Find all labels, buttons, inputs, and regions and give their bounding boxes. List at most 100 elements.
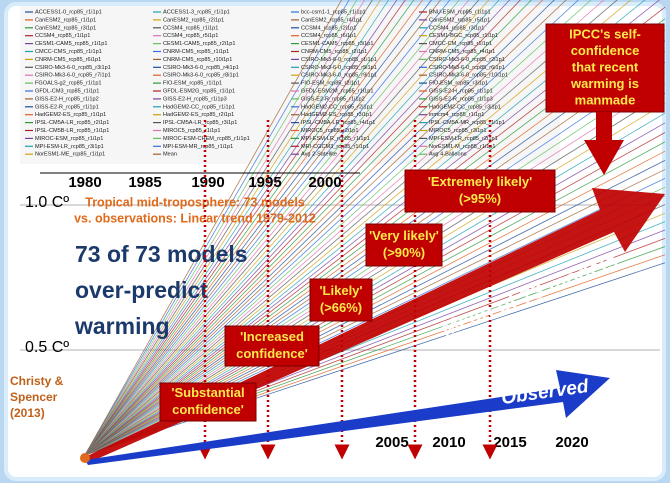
legend-entry: CNRM-CM5_rcp85_r4i1p1 (429, 49, 495, 55)
confidence-text: (>66%) (320, 300, 362, 315)
confidence-box (159, 382, 257, 422)
legend-entry: CanESM2_rcp85_r5i1p1 (429, 17, 490, 23)
legend-entry: CanESM2_rcp85_r1i1p1 (35, 17, 96, 23)
model-line (84, 0, 424, 456)
legend-entry: GISS-E2-R_rcp85_r1i1p3 (429, 96, 493, 102)
legend-entry: CSIRO-Mk3-6-0_rcp85_r5i1p1 (301, 65, 377, 71)
model-line (84, 0, 544, 456)
legend-entry: CSIRO-Mk3-6-0_rcp85_r1i1p1 (301, 57, 377, 63)
legend-entry: CCSM4_rcp85_r6i1p1 (301, 33, 356, 39)
confidence-text: warming is (570, 76, 639, 91)
confidence-box (404, 169, 556, 213)
confidence-text: 'Very likely' (369, 228, 439, 243)
legend-entry: GFDL-ESM2M_rcp85_r1i1p1 (301, 88, 373, 94)
year-label: 1985 (128, 174, 161, 191)
legend-entry: IPSL-CM5A-LR_rcp85_r4i1p1 (301, 120, 375, 126)
model-line (84, 0, 415, 456)
legend-entry: BNU-ESM_rcp85_r1i1p1 (429, 9, 491, 15)
year-label: 2015 (493, 434, 526, 451)
confidence-text: 'Substantial (171, 385, 244, 400)
legend-entry: ACCESS1-0_rcp85_r1i1p1 (35, 9, 102, 15)
legend-entry: CSIRO-Mk3-6-0_rcp85_r8i1p1 (163, 73, 239, 79)
legend-entry: MIROC5_rcp85_r1i1p1 (163, 128, 221, 134)
legend-entry: HadGEM2-ES_rcp85_r3i1p1 (301, 112, 372, 118)
model-line (84, 0, 451, 456)
legend-entry: NorESM1-ME_rcp85_r1i1p1 (35, 152, 105, 158)
confidence-text: manmade (575, 92, 636, 107)
legend-entry: CMCC-CM_rcp85_r1i1p1 (429, 41, 492, 47)
confidence-text: 'Likely' (319, 283, 362, 298)
confidence-text: 'Extremely likely' (428, 174, 532, 189)
confidence-text: confidence (571, 43, 640, 58)
legend-entry: HadGEM2-ES_rcp85_r1i1p1 (35, 112, 106, 118)
legend-entry: MIROC5_rcp85_r3i1p1 (429, 128, 487, 134)
legend-entry: IPSL-CM5B-LR_rcp85_r1i1p1 (35, 128, 109, 134)
legend-entry: CNRM-CM5_rcp85_r2i1p1 (301, 49, 367, 55)
legend-entry: MIROC-ESM_rcp85_r1i1p1 (35, 136, 103, 142)
model-line (84, 0, 342, 456)
model-line (84, 0, 442, 456)
confidence-box (309, 278, 373, 322)
model-line (84, 0, 350, 456)
legend-entry: CSIRO-Mk3-6-0_rcp85_r4i1p1 (163, 65, 239, 71)
legend-entry: CNRM-CM5_rcp85_r1i1p1 (163, 49, 229, 55)
confidence-text: confidence' (172, 402, 244, 417)
credit: Spencer (10, 390, 58, 404)
legend-entry: MPI-ESM-LR_rcp85_r1i1p1 (301, 136, 370, 142)
legend-entry: CNRM-CM5_rcp85_r6i1p1 (35, 57, 101, 63)
legend-entry: CNRM-CM5_rcp85_r10i1p1 (163, 57, 232, 63)
model-line (84, 0, 592, 456)
subtitle: vs. observations: Linear trend 1979-2012 (74, 211, 316, 225)
confidence-text: IPCC's self- (569, 26, 641, 41)
legend-entry: FIO-ESM_rcp85_r3i1p1 (429, 81, 488, 87)
legend-entry: Avg 2-Satellite (301, 152, 337, 158)
confidence-box (224, 325, 320, 367)
legend-entry: IPSL-CM5A-LR_rcp85_r3i1p1 (163, 120, 237, 126)
model-line (84, 0, 460, 456)
model-line (84, 0, 521, 456)
confidence-text: 'Increased (240, 329, 304, 344)
model-line (84, 0, 500, 456)
legend-entry: NorESM1-M_rcp85_r1i1p1 (429, 144, 496, 150)
subtitle: Tropical mid-troposphere: 73 models (85, 195, 305, 209)
legend-entry: CanESM2_rcp85_r3i1p1 (35, 25, 96, 31)
legend-entry: MIROC5_rcp85_r2i1p1 (301, 128, 359, 134)
legend-entry: IPSL-CM5A-LR_rcp85_r2i1p1 (35, 120, 109, 126)
legend-entry: CanESM2_rcp85_r4i1p1 (301, 17, 362, 23)
model-line (84, 0, 406, 456)
year-label: 2010 (432, 434, 465, 451)
legend-entry: CCSM4_rcp85_r5i1p1 (163, 33, 218, 39)
legend-entry: CMCC-CMS_rcp85_r1i1p1 (35, 49, 102, 55)
legend-entry: HadGEM2-ES_rcp85_r2i1p1 (163, 112, 234, 118)
legend-entry: GISS-E2-H_rcp85_r1i1p3 (163, 96, 227, 102)
legend-entry: GFDL-ESM2G_rcp85_r1i1p1 (163, 88, 235, 94)
legend-entry: CCSM4_rcp85_r1i1p1 (163, 25, 218, 31)
origin-dot (80, 453, 90, 463)
credit: Christy & (10, 374, 64, 388)
model-line (84, 0, 398, 456)
headline: over-predict (75, 277, 208, 303)
legend-entry: CESM1-CAM5_rcp85_r1i1p1 (35, 41, 107, 47)
confidence-box (545, 23, 665, 113)
legend-entry: inmcm4_rcp85_r1i1p1 (429, 112, 484, 118)
year-label: 1995 (248, 174, 281, 191)
legend-entry: CSIRO-Mk3-6-0_rcp85_r3i1p1 (35, 65, 111, 71)
legend-entry: GISS-E2-H_rcp85_r1i1p1 (429, 88, 493, 94)
legend-entry: FIO-ESM_rcp85_r1i1p1 (163, 81, 222, 87)
confidence-text: confidence' (236, 346, 308, 361)
ipcc-arrow (584, 112, 624, 175)
legend-entry: MPI-ESM-LR_rcp85_r3i1p1 (35, 144, 104, 150)
y-label: 0.5 Cº (25, 339, 69, 356)
model-line (84, 0, 490, 456)
legend-entry: IPSL-CM5A-MR_rcp85_r1i1p1 (429, 120, 505, 126)
legend-entry: MPI-ESM-MR_rcp85_r1i1p1 (163, 144, 233, 150)
legend-entry: CESM1-CAM5_rcp85_r2i1p1 (163, 41, 235, 47)
model-line (84, 0, 358, 456)
y-label: 1.0 Cº (25, 194, 69, 211)
model-line (84, 0, 432, 456)
legend-entry: Avg 4-Balloons (429, 152, 467, 158)
legend-entry: CSIRO-Mk3-6-0_rcp85_r6i1p1 (429, 65, 505, 71)
legend-entry: HadGEM2-CC_rcp85_r1i1p1 (163, 104, 235, 110)
